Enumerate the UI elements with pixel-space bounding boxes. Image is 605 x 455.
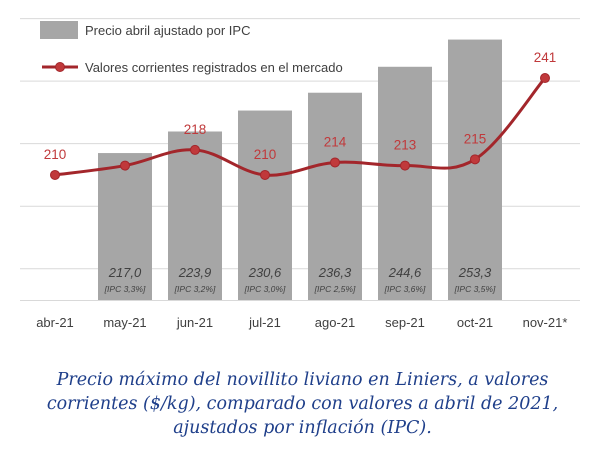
caption: Precio máximo del novillito liviano en L… bbox=[46, 370, 559, 438]
line-point bbox=[330, 157, 340, 168]
bar-value-label: 244,6 bbox=[388, 265, 422, 280]
line-value-label: 210 bbox=[254, 147, 277, 162]
bar bbox=[308, 92, 362, 300]
x-tick-label: may-21 bbox=[103, 315, 146, 330]
x-tick-label: oct-21 bbox=[457, 315, 493, 330]
x-tick-label: abr-21 bbox=[36, 315, 74, 330]
x-tick-label: nov-21* bbox=[523, 315, 568, 330]
bar-ipc-label: [IPC 3,5%] bbox=[454, 284, 496, 294]
bar bbox=[168, 131, 222, 300]
line-point bbox=[190, 144, 200, 155]
bar-value-label: 223,9 bbox=[178, 265, 212, 280]
x-axis: abr-21 may-21 jun-21 jul-21 ago-21 sep-21 oct-… bbox=[36, 315, 567, 330]
line-point bbox=[120, 160, 130, 171]
line-point bbox=[540, 73, 550, 84]
chart: 217,0 [IPC 3,3%] 223,9 [IPC 3,2%] 230,6 [IPC … bbox=[20, 18, 580, 330]
bar-ipc-label: [IPC 2,5%] bbox=[314, 284, 356, 294]
legend-line-marker bbox=[55, 62, 65, 72]
bar-ipc-label: [IPC 3,0%] bbox=[244, 284, 286, 294]
legend-line-label: Valores corrientes registrados en el mer… bbox=[85, 60, 343, 75]
bar bbox=[378, 66, 432, 300]
bar bbox=[238, 110, 292, 301]
x-tick-label: jun-21 bbox=[176, 315, 213, 330]
line-value-label: 241 bbox=[534, 50, 557, 65]
legend-bar-swatch bbox=[40, 21, 78, 39]
bar-ipc-label: [IPC 3,2%] bbox=[174, 284, 216, 294]
bar-value-label: 217,0 bbox=[108, 265, 142, 280]
bar-ipc-label: [IPC 3,3%] bbox=[104, 284, 146, 294]
bar-ipc-label: [IPC 3,6%] bbox=[384, 284, 426, 294]
bar bbox=[98, 153, 152, 300]
line-point bbox=[50, 169, 60, 180]
line-value-label: 214 bbox=[324, 134, 347, 149]
bar-layer bbox=[98, 39, 502, 301]
x-tick-label: jul-21 bbox=[248, 315, 281, 330]
bar-value-label: 236,3 bbox=[318, 265, 352, 280]
line-value-label: 213 bbox=[394, 138, 417, 153]
line-layer bbox=[50, 73, 550, 180]
line-point bbox=[400, 160, 410, 171]
bar-value-label: 253,3 bbox=[458, 265, 492, 280]
line-point bbox=[260, 169, 270, 180]
line-value-label: 210 bbox=[44, 147, 67, 162]
x-tick-label: ago-21 bbox=[315, 315, 355, 330]
legend-bar-label: Precio abril ajustado por IPC bbox=[85, 23, 250, 38]
legend: Precio abril ajustado por IPC Valores co… bbox=[40, 21, 343, 75]
bar bbox=[448, 39, 502, 301]
line-value-label: 215 bbox=[464, 131, 487, 146]
bar-value-label: 230,6 bbox=[248, 265, 282, 280]
label-layer: 217,0 [IPC 3,3%] 223,9 [IPC 3,2%] 230,6 [IPC … bbox=[44, 50, 557, 294]
line-point bbox=[470, 154, 480, 165]
line-value-label: 218 bbox=[184, 122, 207, 137]
x-tick-label: sep-21 bbox=[385, 315, 425, 330]
